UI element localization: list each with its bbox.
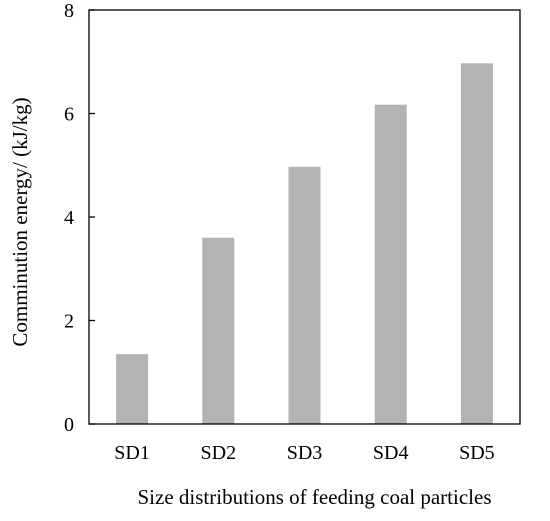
y-axis-title: Comminution energy/ (kJ/kg) [8,97,32,346]
x-tick-label: SD2 [201,442,237,464]
bar-sd2 [202,237,235,424]
bar-sd3 [288,166,321,425]
y-axis-ticks: 0 2 4 6 8 [64,0,95,436]
x-axis-ticks: SD1 SD2 SD3 SD4 SD5 [114,442,494,464]
y-tick-label: 6 [64,104,74,126]
x-tick-label: SD4 [373,442,409,464]
x-tick-label: SD3 [287,442,323,464]
y-tick-label: 4 [64,207,74,229]
x-axis-title: Size distributions of feeding coal parti… [138,485,492,509]
bar-sd5 [460,63,493,425]
bars-group [116,63,493,425]
y-tick-label: 8 [64,0,74,22]
bar-sd4 [374,104,407,424]
bar-sd1 [116,354,149,424]
y-tick-label: 0 [64,414,74,436]
y-tick-label: 2 [64,311,74,333]
x-tick-label: SD5 [459,442,495,464]
x-tick-label: SD1 [114,442,150,464]
plot-frame [88,9,521,425]
